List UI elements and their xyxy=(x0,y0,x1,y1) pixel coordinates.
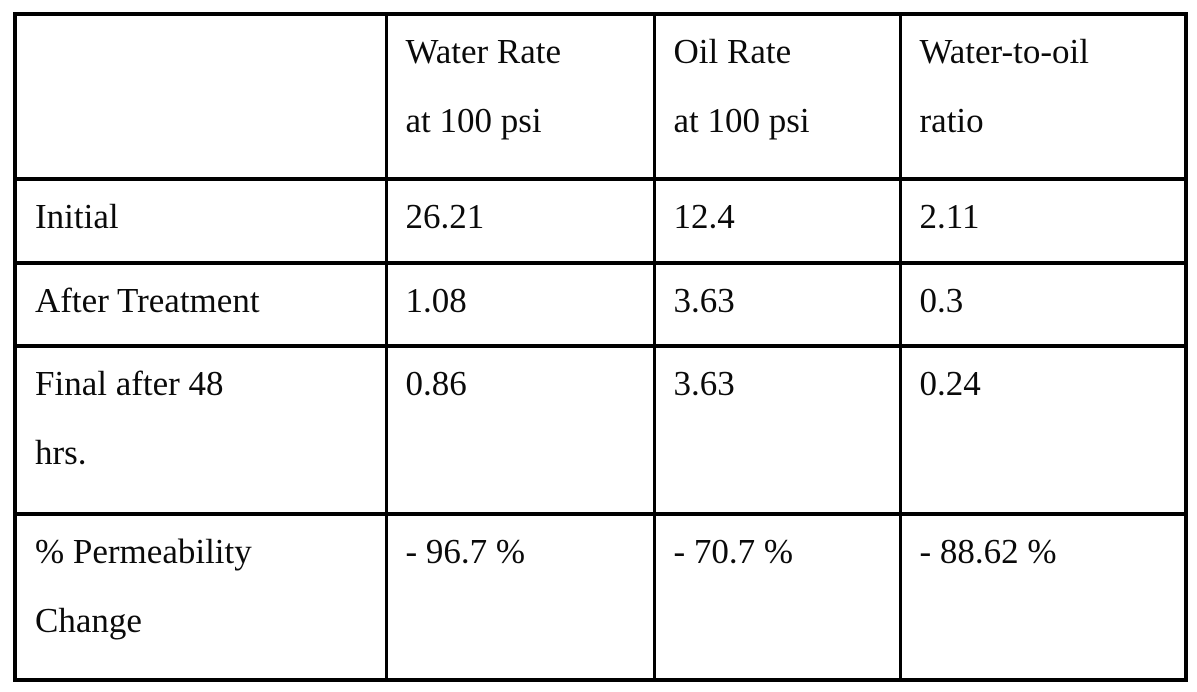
cell-initial-water-rate: 26.21 xyxy=(384,177,656,265)
cell-after-water-to-oil-ratio: 0.3 xyxy=(898,261,1188,348)
cell-final-water-to-oil-ratio: 0.24 xyxy=(898,344,1188,516)
table-row-initial: Initial 26.21 12.4 2.11 xyxy=(13,177,1188,265)
cell-after-water-rate: 1.08 xyxy=(384,261,656,348)
row-label-after-treatment: After Treatment xyxy=(13,261,388,348)
cell-perm-change-water-rate: - 96.7 % xyxy=(384,512,656,682)
header-cell-water-to-oil-ratio: Water-to-oil ratio xyxy=(898,12,1188,181)
cell-perm-change-water-to-oil-ratio: - 88.62 % xyxy=(898,512,1188,682)
table-row-after-treatment: After Treatment 1.08 3.63 0.3 xyxy=(13,261,1188,348)
cell-final-water-rate: 0.86 xyxy=(384,344,656,516)
row-label-percent-permeability-change: % Permeability Change xyxy=(13,512,388,682)
permeability-results-table: Water Rate at 100 psi Oil Rate at 100 ps… xyxy=(13,12,1188,682)
table-row-percent-permeability-change: % Permeability Change - 96.7 % - 70.7 % … xyxy=(13,512,1188,682)
cell-initial-water-to-oil-ratio: 2.11 xyxy=(898,177,1188,265)
row-label-initial: Initial xyxy=(13,177,388,265)
header-cell-water-rate: Water Rate at 100 psi xyxy=(384,12,656,181)
table-header-row: Water Rate at 100 psi Oil Rate at 100 ps… xyxy=(13,12,1188,181)
cell-final-oil-rate: 3.63 xyxy=(652,344,902,516)
table-row-final-after-48-hrs: Final after 48 hrs. 0.86 3.63 0.24 xyxy=(13,344,1188,516)
cell-after-oil-rate: 3.63 xyxy=(652,261,902,348)
cell-perm-change-oil-rate: - 70.7 % xyxy=(652,512,902,682)
header-cell-oil-rate: Oil Rate at 100 psi xyxy=(652,12,902,181)
cell-initial-oil-rate: 12.4 xyxy=(652,177,902,265)
header-cell-empty xyxy=(13,12,388,181)
row-label-final-after-48-hrs: Final after 48 hrs. xyxy=(13,344,388,516)
